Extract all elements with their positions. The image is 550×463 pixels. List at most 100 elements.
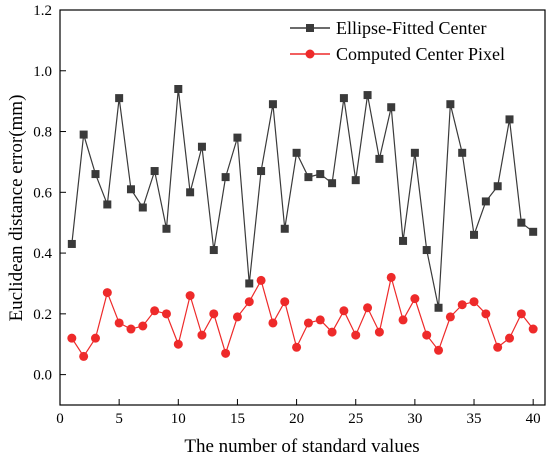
data-point-square [470, 230, 479, 239]
data-point-square [150, 167, 159, 176]
legend-label-1: Ellipse-Fitted Center [336, 18, 486, 38]
data-point-square [174, 85, 183, 93]
data-point-circle [410, 294, 420, 304]
data-point-circle [516, 309, 526, 319]
data-point-circle [150, 306, 160, 316]
data-point-circle [280, 297, 290, 307]
data-point-square [67, 239, 76, 248]
data-point-square [292, 148, 301, 157]
data-point-circle [197, 330, 207, 340]
y-axis-title: Euclidean distance error(mm) [6, 95, 27, 322]
data-point-circle [386, 272, 396, 282]
x-tick-label: 40 [526, 411, 541, 427]
data-point-circle [114, 318, 124, 328]
data-point-square [209, 246, 218, 255]
data-point-square [304, 173, 313, 182]
y-tick-label: 1.2 [33, 3, 52, 19]
x-tick-label: 25 [348, 411, 363, 427]
data-point-square [197, 142, 206, 151]
data-point-square [375, 154, 384, 163]
series-layer [67, 85, 538, 361]
x-tick-label: 0 [56, 411, 64, 427]
y-tick-label: 0.0 [33, 368, 52, 384]
data-point-square [126, 185, 135, 194]
data-point-circle [244, 297, 254, 307]
data-point-circle [434, 345, 444, 355]
data-point-square [481, 197, 490, 206]
data-point-circle [422, 330, 432, 340]
data-point-circle [363, 303, 373, 313]
data-point-circle [315, 315, 325, 325]
x-tick-label: 15 [230, 411, 245, 427]
axis-ticks: 0 5 10 15 20 25 30 35 40 0.0 0.2 0.4 0.6 0.8 1.0 1.2 [33, 3, 540, 427]
data-point-circle [138, 321, 148, 331]
data-point-circle [161, 309, 171, 319]
data-point-circle [67, 333, 77, 343]
data-point-square [115, 94, 124, 103]
data-point-square [316, 170, 325, 179]
y-tick-label: 1.0 [33, 64, 52, 80]
data-point-circle [102, 288, 112, 298]
y-tick-label: 0.2 [33, 307, 52, 323]
data-point-circle [173, 339, 183, 349]
data-point-circle [505, 333, 515, 343]
data-point-circle [303, 318, 313, 328]
y-tick-label: 0.6 [33, 185, 52, 201]
data-point-circle [268, 318, 278, 328]
data-point-circle [398, 315, 408, 325]
data-point-square [399, 236, 408, 245]
data-point-square [103, 200, 112, 209]
data-point-square [280, 224, 289, 233]
legend-label-2: Computed Center Pixel [336, 44, 505, 64]
data-point-circle [126, 324, 136, 334]
data-point-circle [469, 297, 479, 307]
x-tick-label: 30 [407, 411, 422, 427]
data-point-circle [339, 306, 349, 316]
data-point-circle [256, 275, 266, 285]
data-point-circle [374, 327, 384, 337]
legend-marker-square [306, 24, 314, 32]
data-point-square [221, 173, 230, 182]
data-point-square [79, 130, 88, 139]
data-point-square [257, 167, 266, 176]
data-point-circle [209, 309, 219, 319]
data-point-circle [493, 342, 503, 352]
data-point-square [505, 115, 514, 124]
plot-frame [59, 9, 546, 406]
data-point-square [410, 148, 419, 157]
data-point-square [529, 227, 538, 236]
x-axis-title: The number of standard values [184, 436, 419, 457]
series-line-1 [71, 88, 534, 308]
data-point-square [517, 218, 526, 227]
x-tick-label: 5 [115, 411, 123, 427]
data-point-circle [327, 327, 337, 337]
data-point-square [422, 246, 431, 255]
data-point-circle [457, 300, 467, 310]
data-point-square [233, 133, 242, 142]
data-point-circle [528, 324, 538, 334]
legend: Ellipse-Fitted Center Computed Center Pix… [290, 18, 505, 64]
data-point-square [339, 94, 348, 103]
data-point-circle [79, 351, 89, 361]
data-point-square [91, 170, 100, 179]
data-point-square [138, 203, 147, 212]
data-point-circle [351, 330, 361, 340]
x-tick-label: 10 [171, 411, 186, 427]
data-point-circle [481, 309, 491, 319]
data-point-square [434, 303, 443, 312]
data-point-square [268, 100, 277, 109]
data-point-circle [221, 348, 231, 358]
data-point-circle [232, 312, 242, 322]
data-point-square [493, 182, 502, 191]
data-point-circle [445, 312, 455, 322]
data-point-circle [292, 342, 302, 352]
data-point-square [458, 148, 467, 157]
data-point-square [245, 279, 254, 288]
data-point-circle [185, 291, 195, 301]
x-tick-label: 35 [467, 411, 482, 427]
data-point-square [351, 176, 360, 185]
series-line-2 [71, 277, 534, 358]
data-point-square [186, 188, 195, 197]
legend-marker-circle [305, 49, 315, 59]
